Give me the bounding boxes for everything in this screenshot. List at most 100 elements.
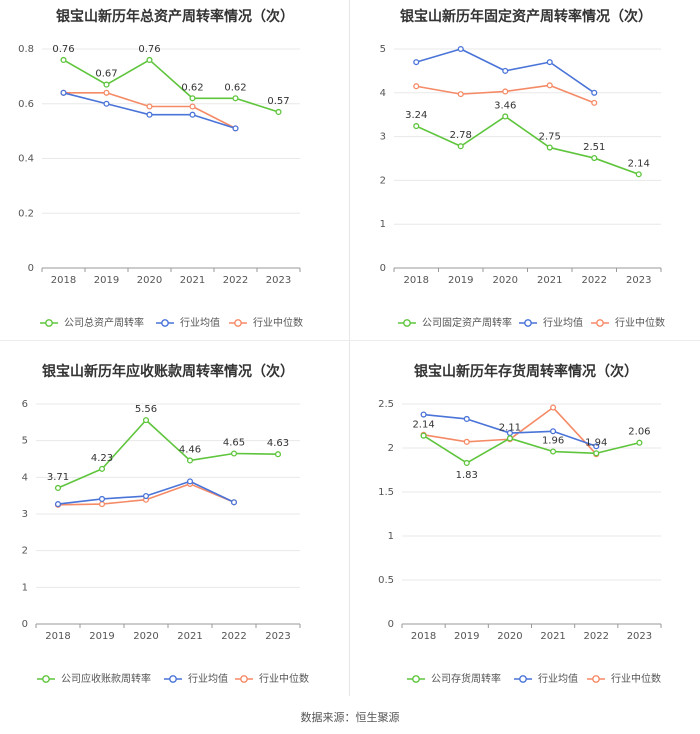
data-point: [103, 81, 110, 88]
legend-item: 公司固定资产周转率: [398, 316, 512, 329]
data-label: 2.11: [499, 422, 521, 433]
data-point: [502, 113, 509, 120]
legend-item: 行业中位数: [587, 672, 661, 685]
data-point: [146, 111, 153, 118]
series-line-1: [57, 419, 279, 489]
y-tick-label: 1: [388, 531, 394, 542]
data-point: [189, 111, 196, 118]
x-tick-label: 2023: [626, 275, 651, 286]
legend-swatch-marker: [524, 319, 532, 327]
data-label: 2.14: [628, 158, 650, 169]
data-point: [230, 450, 238, 457]
data-point: [502, 67, 509, 74]
chart-panel-1: 银宝山新历年总资产周转率情况（次） 0 0.2 0.4 0.6 0.8 2018 2019 20…: [18, 8, 303, 329]
data-point: [98, 501, 106, 508]
data-label: 0.76: [52, 44, 74, 55]
data-point: [230, 499, 238, 506]
legend-label: 公司存货周转率: [431, 672, 501, 685]
data-label: 1.96: [542, 436, 564, 447]
y-tick-label: 4: [380, 88, 386, 99]
data-point: [635, 171, 642, 178]
panel-divider-horizontal: [0, 340, 700, 341]
y-tick-label: 0.6: [18, 99, 34, 110]
data-point: [189, 95, 196, 102]
legend-swatch-marker: [519, 675, 527, 683]
data-point: [232, 125, 239, 132]
x-tick-label: 2018: [51, 275, 76, 286]
data-point: [142, 492, 150, 500]
x-tick-label: 2023: [627, 631, 652, 642]
y-tick-label: 3: [22, 509, 28, 520]
y-tick-label: 1.5: [378, 487, 394, 498]
y-tick-label: 0.2: [18, 208, 34, 219]
x-tick-label: 2018: [45, 631, 70, 642]
data-point: [186, 478, 194, 485]
y-tick-label: 1: [380, 219, 386, 230]
data-point: [420, 432, 427, 439]
data-point: [413, 83, 420, 90]
y-tick-label: 6: [22, 399, 28, 410]
data-point: [550, 404, 557, 411]
x-tick-label: 2021: [180, 275, 205, 286]
data-label: 3.71: [47, 472, 69, 483]
data-point: [54, 501, 62, 508]
series-line-1: [415, 115, 640, 176]
data-point: [189, 103, 196, 110]
x-tick-label: 2022: [584, 631, 609, 642]
data-point: [550, 428, 557, 435]
legend-item: 公司存货周转率: [407, 672, 501, 685]
legend-label: 行业均值: [188, 672, 228, 685]
data-label: 0.67: [95, 69, 117, 80]
data-point: [142, 417, 150, 424]
data-label: 2.06: [628, 427, 650, 438]
y-tick-label: 2: [388, 443, 394, 454]
legend-swatch-marker: [412, 675, 420, 683]
legend-swatch-marker: [169, 675, 177, 683]
x-tick-label: 2019: [448, 275, 473, 286]
data-point: [463, 459, 470, 467]
legend-swatch-marker: [42, 675, 50, 683]
data-label: 2.75: [539, 132, 561, 143]
legend-label: 行业中位数: [615, 316, 665, 329]
legend-swatch-marker: [234, 319, 242, 327]
legend-label: 行业中位数: [611, 672, 661, 685]
data-point: [98, 495, 106, 503]
data-point: [413, 123, 420, 130]
data-point: [274, 451, 282, 458]
y-tick-label: 0: [380, 263, 386, 274]
chart-panel-2: 银宝山新历年固定资产周转率情况（次） 0 1 2 3 4 5 2018 2019 2020 2021…: [380, 8, 665, 329]
data-point: [457, 91, 464, 98]
data-point: [546, 59, 553, 66]
data-point: [591, 99, 598, 106]
chart-panel-3: 银宝山新历年应收账款周转率情况（次） 0 1 2 3 4 5 6 2018 2019 2020 202…: [22, 363, 309, 685]
y-tick-label: 2: [22, 546, 28, 557]
data-source-note: 数据来源：恒生聚源: [300, 711, 400, 724]
chart-panel-4: 银宝山新历年存货周转率情况（次） 0 0.5 1 1.5 2 2.5 2018 2019 2020…: [378, 363, 662, 685]
legend-item: 行业中位数: [591, 316, 665, 329]
data-label: 4.63: [267, 438, 289, 449]
data-point: [146, 103, 153, 110]
legend-item: 行业均值: [164, 672, 228, 685]
data-point: [591, 155, 598, 162]
data-point: [506, 435, 513, 442]
y-tick-label: 0: [388, 619, 394, 630]
data-label: 0.76: [138, 44, 160, 55]
legend-item: 公司总资产周转率: [40, 316, 144, 329]
data-label: 4.65: [223, 438, 245, 449]
legend-item: 行业中位数: [235, 672, 309, 685]
x-tick-label: 2020: [137, 275, 162, 286]
chart-title: 银宝山新历年总资产周转率情况（次）: [56, 8, 294, 25]
x-tick-label: 2023: [266, 275, 291, 286]
data-point: [546, 82, 553, 89]
legend-swatch-marker: [240, 675, 248, 683]
legend-label: 行业均值: [538, 672, 578, 685]
legend-label: 行业中位数: [259, 672, 309, 685]
legend-swatch-marker: [596, 319, 604, 327]
data-point: [54, 484, 62, 492]
data-point: [103, 89, 110, 96]
data-point: [636, 439, 643, 446]
data-point: [546, 144, 553, 151]
data-point: [457, 45, 464, 53]
data-label: 5.56: [135, 404, 157, 415]
